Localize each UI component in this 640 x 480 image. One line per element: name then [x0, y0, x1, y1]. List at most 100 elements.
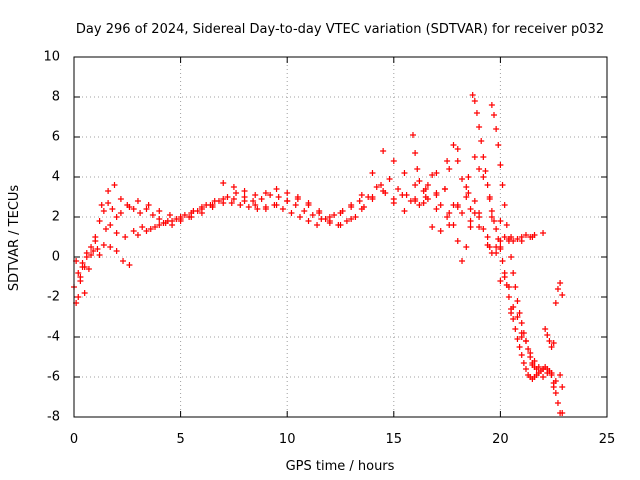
data-point	[544, 332, 551, 338]
data-point	[230, 196, 237, 202]
data-point	[378, 182, 385, 188]
data-point	[102, 226, 109, 232]
data-point	[467, 206, 474, 212]
data-point	[454, 202, 461, 208]
data-point	[527, 234, 534, 240]
data-point	[493, 126, 500, 132]
data-point	[420, 200, 427, 206]
data-point	[527, 354, 534, 360]
x-tick-label: 5	[176, 432, 184, 447]
data-point	[156, 208, 163, 214]
data-point	[488, 102, 495, 108]
y-tick-label: -6	[47, 370, 60, 385]
data-point	[495, 142, 502, 148]
data-point	[137, 210, 144, 216]
data-point	[107, 222, 114, 228]
data-point	[296, 214, 303, 220]
x-axis-label: GPS time / hours	[286, 459, 395, 474]
data-point	[467, 224, 474, 230]
data-point	[542, 326, 549, 332]
data-point	[518, 234, 525, 240]
data-point	[520, 360, 527, 366]
data-point	[245, 204, 252, 210]
data-point	[471, 198, 478, 204]
data-point	[198, 210, 205, 216]
data-point	[314, 222, 321, 228]
data-point	[267, 192, 274, 198]
data-point	[548, 372, 555, 378]
data-point	[497, 278, 504, 284]
data-point	[471, 154, 478, 160]
x-tick-label: 0	[70, 432, 78, 447]
data-point	[514, 298, 521, 304]
data-point	[134, 232, 141, 238]
data-point	[145, 202, 152, 208]
data-point	[450, 222, 457, 228]
data-point	[499, 182, 506, 188]
data-point	[292, 202, 299, 208]
data-point	[459, 210, 466, 216]
data-point	[416, 178, 423, 184]
data-point	[412, 150, 419, 156]
data-point	[446, 166, 453, 172]
data-point	[380, 148, 387, 154]
data-point	[552, 300, 559, 306]
data-point	[373, 184, 380, 190]
data-point	[352, 214, 359, 220]
data-point	[514, 336, 521, 342]
data-point	[250, 198, 257, 204]
data-point	[429, 224, 436, 230]
data-point	[433, 206, 440, 212]
data-point	[254, 206, 261, 212]
data-point	[188, 214, 195, 220]
data-point	[348, 202, 355, 208]
data-point	[386, 176, 393, 182]
data-point	[275, 194, 282, 200]
data-point	[143, 206, 150, 212]
data-point	[122, 234, 129, 240]
x-tick-label: 15	[386, 432, 403, 447]
plot-frame	[73, 56, 608, 418]
data-point	[471, 210, 478, 216]
data-point	[531, 232, 538, 238]
data-point	[111, 182, 118, 188]
data-point	[444, 158, 451, 164]
data-point	[459, 176, 466, 182]
data-point	[522, 366, 529, 372]
data-point	[533, 366, 540, 372]
data-point	[557, 372, 564, 378]
data-point	[96, 218, 103, 224]
data-point	[540, 374, 547, 380]
data-point	[486, 196, 493, 202]
data-point	[512, 284, 519, 290]
grid-lines	[74, 57, 607, 417]
data-point	[105, 188, 112, 194]
data-point	[147, 226, 154, 232]
data-point	[484, 182, 491, 188]
data-point	[77, 274, 84, 280]
data-point	[493, 226, 500, 232]
data-point	[209, 204, 216, 210]
data-point	[241, 188, 248, 194]
data-point	[508, 254, 515, 260]
data-point	[152, 224, 159, 230]
data-point	[90, 248, 97, 254]
data-point	[220, 200, 227, 206]
data-point	[92, 238, 99, 244]
data-point	[85, 266, 92, 272]
data-point	[516, 310, 523, 316]
data-point	[96, 252, 103, 258]
data-point	[471, 98, 478, 104]
data-point	[358, 192, 365, 198]
y-tick-label: 8	[52, 90, 60, 105]
data-point	[501, 270, 508, 276]
data-point	[505, 294, 512, 300]
data-point	[331, 212, 338, 218]
data-point	[309, 212, 316, 218]
x-tick-label: 25	[599, 432, 616, 447]
data-point	[552, 390, 559, 396]
data-point	[279, 206, 286, 212]
data-point	[444, 214, 451, 220]
data-point	[316, 210, 323, 216]
data-point	[559, 292, 566, 298]
